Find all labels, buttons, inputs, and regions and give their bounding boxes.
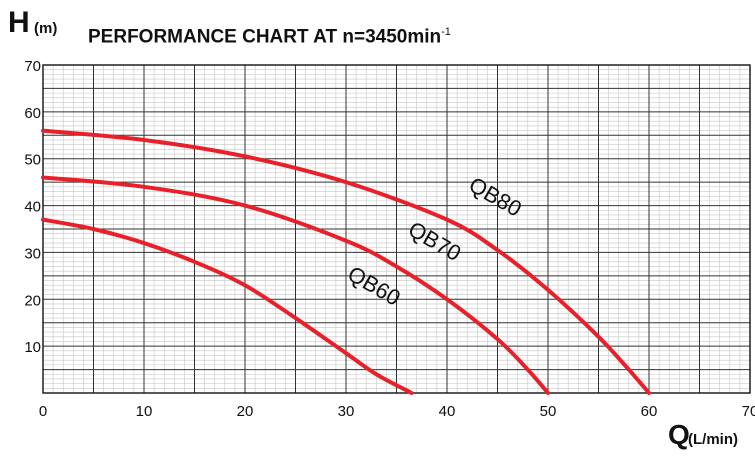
- y-tick-label: 20: [24, 292, 41, 309]
- curve-qb80: [41, 128, 651, 395]
- y-tick-label: 70: [24, 58, 41, 75]
- x-tick-label: 70: [742, 403, 755, 420]
- major-grid: [43, 65, 750, 393]
- x-tick-label: 40: [439, 403, 456, 420]
- x-tick-label: 10: [136, 403, 153, 420]
- x-tick-label: 0: [39, 403, 47, 420]
- y-axis-unit: (m): [34, 20, 58, 37]
- y-tick-label: 10: [24, 339, 41, 356]
- x-tick-label: 50: [540, 403, 557, 420]
- y-axis-label: H: [8, 6, 30, 39]
- x-tick-label: 20: [237, 403, 254, 420]
- chart-title-superscript: -1: [441, 26, 451, 38]
- curve-qb70: [41, 175, 550, 395]
- x-tick-label: 60: [641, 403, 658, 420]
- chart-title-text: PERFORMANCE CHART AT n=3450min: [88, 26, 442, 48]
- plot-frame: [42, 64, 751, 394]
- x-tick-label: 30: [338, 403, 355, 420]
- y-tick-label: 50: [24, 152, 41, 169]
- y-tick-label: 40: [24, 199, 41, 216]
- curves: [41, 128, 651, 395]
- curve-label-qb80: QB80: [465, 172, 526, 222]
- tick-labels: 0 10 20 30 40 50 60 70 10 20 30 40 50 60 70: [24, 58, 755, 420]
- curve-qb60: [41, 217, 414, 395]
- x-axis-unit: (L/min): [688, 431, 738, 448]
- plot-border: [42, 64, 751, 394]
- x-axis-label: Q: [668, 419, 690, 450]
- y-tick-label: 60: [24, 105, 41, 122]
- y-tick-label: 30: [24, 245, 41, 262]
- chart-title: PERFORMANCE CHART AT n=3450min-1: [88, 26, 451, 48]
- curve-label-qb60: QB60: [344, 261, 405, 311]
